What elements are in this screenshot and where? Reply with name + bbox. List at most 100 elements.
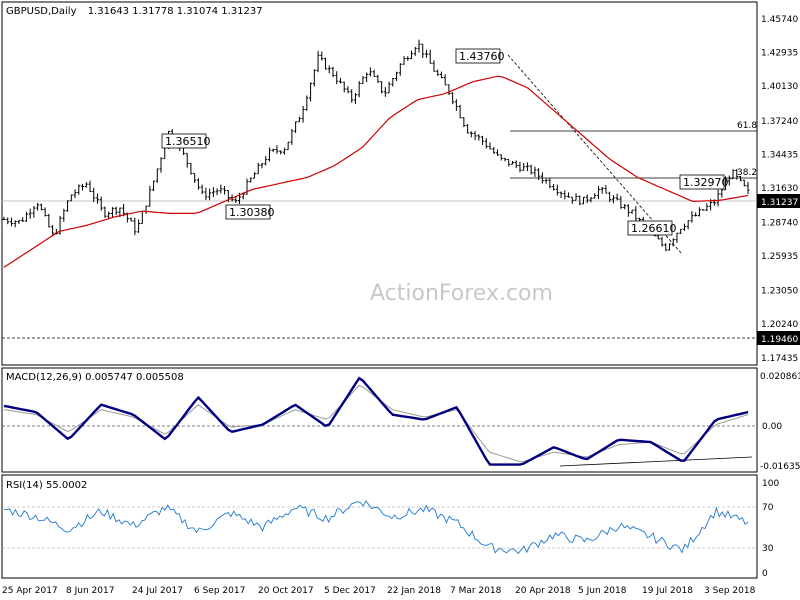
price-tick: 1.17435 bbox=[761, 354, 798, 364]
candle bbox=[129, 217, 133, 222]
candle bbox=[320, 51, 324, 61]
x-axis-label: 7 Mar 2018 bbox=[450, 586, 502, 596]
candle bbox=[327, 65, 331, 74]
rsi-tick-30: 30 bbox=[762, 544, 774, 554]
macd-panel bbox=[1, 367, 758, 473]
price-axis: 1.45740 1.42935 1.40130 1.37240 1.34435 1.316… bbox=[761, 15, 798, 364]
candle bbox=[540, 172, 544, 184]
candle bbox=[559, 191, 563, 199]
label-low2: 1.26610 bbox=[627, 220, 677, 236]
price-panel bbox=[1, 1, 758, 366]
candle bbox=[496, 149, 500, 156]
moving-average-line bbox=[3, 75, 749, 268]
candle bbox=[264, 156, 268, 166]
candle bbox=[660, 236, 664, 247]
candle bbox=[574, 193, 578, 201]
candle bbox=[376, 74, 380, 83]
candle bbox=[686, 220, 690, 230]
candle bbox=[589, 196, 593, 203]
candle bbox=[746, 181, 750, 194]
candle bbox=[290, 128, 294, 145]
candle bbox=[525, 162, 529, 172]
candle bbox=[211, 187, 215, 198]
candle bbox=[395, 71, 399, 82]
candle bbox=[447, 84, 451, 95]
label-recent-high-text: 1.32970 bbox=[683, 176, 729, 189]
candle bbox=[350, 89, 354, 103]
candle bbox=[159, 157, 163, 173]
candle bbox=[6, 217, 10, 225]
candle bbox=[555, 184, 559, 196]
candle bbox=[630, 209, 634, 214]
candle bbox=[208, 188, 212, 201]
candle bbox=[682, 223, 686, 231]
macd-tick-top: 0.020861 bbox=[760, 372, 800, 382]
candle bbox=[615, 193, 619, 201]
price-tick: 1.20240 bbox=[761, 320, 798, 330]
candle bbox=[690, 211, 694, 223]
candle bbox=[99, 196, 103, 211]
ohlc-values: 1.31643 1.31778 1.31074 1.31237 bbox=[88, 6, 263, 17]
candle bbox=[507, 159, 511, 167]
candle bbox=[286, 141, 290, 151]
candle bbox=[357, 81, 361, 98]
price-tick: 1.42935 bbox=[761, 49, 798, 59]
candle bbox=[346, 86, 350, 94]
price-tick: 1.45740 bbox=[761, 15, 798, 25]
candle bbox=[223, 185, 227, 195]
candle bbox=[514, 160, 518, 169]
fib-618-label: 61.8 bbox=[737, 121, 757, 131]
candle bbox=[458, 104, 462, 119]
candle bbox=[424, 49, 428, 58]
candle bbox=[361, 75, 365, 85]
candle bbox=[462, 117, 466, 128]
time-axis: 25 Apr 2017 8 Jun 2017 24 Jul 2017 6 Sep 20… bbox=[2, 586, 756, 596]
candle bbox=[189, 162, 193, 175]
price-tick: 1.28740 bbox=[761, 219, 798, 229]
candle bbox=[716, 189, 720, 207]
candle bbox=[600, 186, 604, 194]
macd-trend-line bbox=[559, 456, 753, 467]
price-tick: 1.25935 bbox=[761, 252, 798, 262]
candle bbox=[148, 185, 152, 207]
candle bbox=[638, 217, 642, 222]
candle bbox=[309, 82, 313, 102]
candle bbox=[69, 194, 73, 202]
candle bbox=[152, 180, 156, 192]
x-axis-label: 20 Oct 2017 bbox=[258, 586, 314, 596]
candle bbox=[727, 175, 731, 186]
candle bbox=[331, 66, 335, 78]
candle bbox=[137, 219, 141, 233]
candle bbox=[739, 175, 743, 182]
candle bbox=[451, 92, 455, 105]
price-tick: 1.34435 bbox=[761, 150, 798, 160]
candle bbox=[110, 207, 114, 219]
candle bbox=[626, 204, 630, 217]
price-tick: 1.31630 bbox=[761, 184, 798, 194]
candle bbox=[488, 142, 492, 150]
candle bbox=[667, 243, 671, 251]
candle bbox=[697, 207, 701, 217]
candle bbox=[563, 190, 567, 200]
candle bbox=[260, 163, 264, 169]
candle bbox=[473, 130, 477, 141]
candle bbox=[604, 185, 608, 194]
candle bbox=[679, 228, 683, 235]
candle bbox=[279, 150, 283, 155]
candle bbox=[671, 238, 675, 247]
candle bbox=[32, 205, 36, 218]
candle bbox=[215, 188, 219, 196]
rsi-title: RSI(14) 55.0002 bbox=[6, 480, 87, 491]
candle bbox=[391, 77, 395, 87]
price-tick: 1.23050 bbox=[761, 287, 798, 297]
price-tick: 1.40130 bbox=[761, 82, 798, 92]
candle bbox=[623, 204, 627, 210]
rsi-panel bbox=[1, 474, 758, 579]
candle bbox=[611, 195, 615, 204]
candle bbox=[608, 191, 612, 203]
candle bbox=[335, 71, 339, 85]
candle bbox=[664, 243, 668, 252]
label-recent-high: 1.32970 bbox=[679, 174, 729, 190]
candle bbox=[36, 202, 40, 211]
